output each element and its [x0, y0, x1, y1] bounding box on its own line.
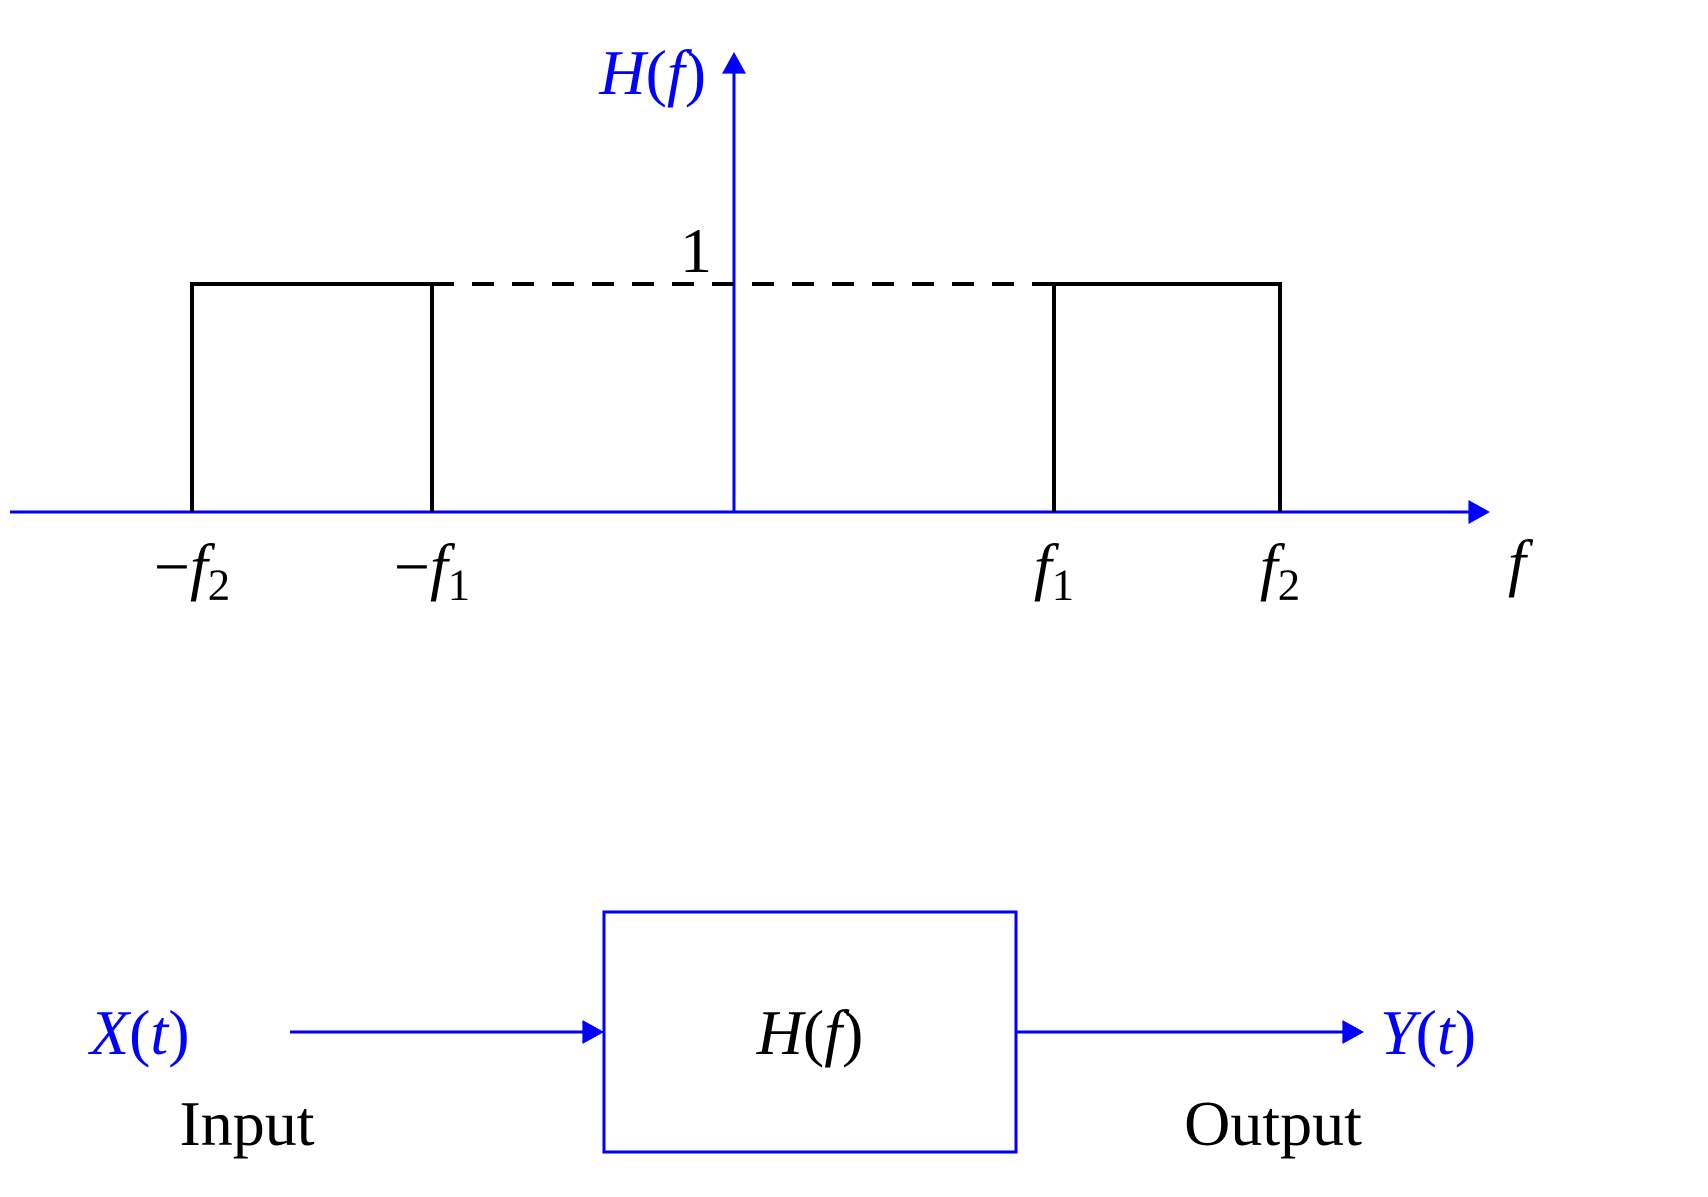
y-axis-label: H(f) — [598, 37, 706, 108]
filter-level-label: 1 — [680, 215, 712, 286]
output-caption: Output — [1184, 1088, 1362, 1159]
output-signal-label: Y(t) — [1380, 997, 1476, 1068]
arrowhead — [1468, 500, 1490, 524]
tick-f1: f1 — [1034, 531, 1074, 610]
tick-neg-f1: −f1 — [394, 531, 470, 610]
input-signal-label: X(t) — [87, 997, 190, 1068]
input-caption: Input — [179, 1088, 314, 1159]
tick-f2: f2 — [1260, 531, 1300, 610]
x-axis-label: f — [1508, 527, 1534, 598]
arrowhead — [582, 1020, 604, 1044]
tick-neg-f2: −f2 — [154, 531, 230, 610]
filter-passband-right — [1054, 284, 1280, 512]
arrowhead — [1342, 1020, 1364, 1044]
filter-passband-left — [192, 284, 432, 512]
filter-block-label: H(f) — [756, 997, 864, 1068]
arrowhead — [722, 52, 746, 74]
